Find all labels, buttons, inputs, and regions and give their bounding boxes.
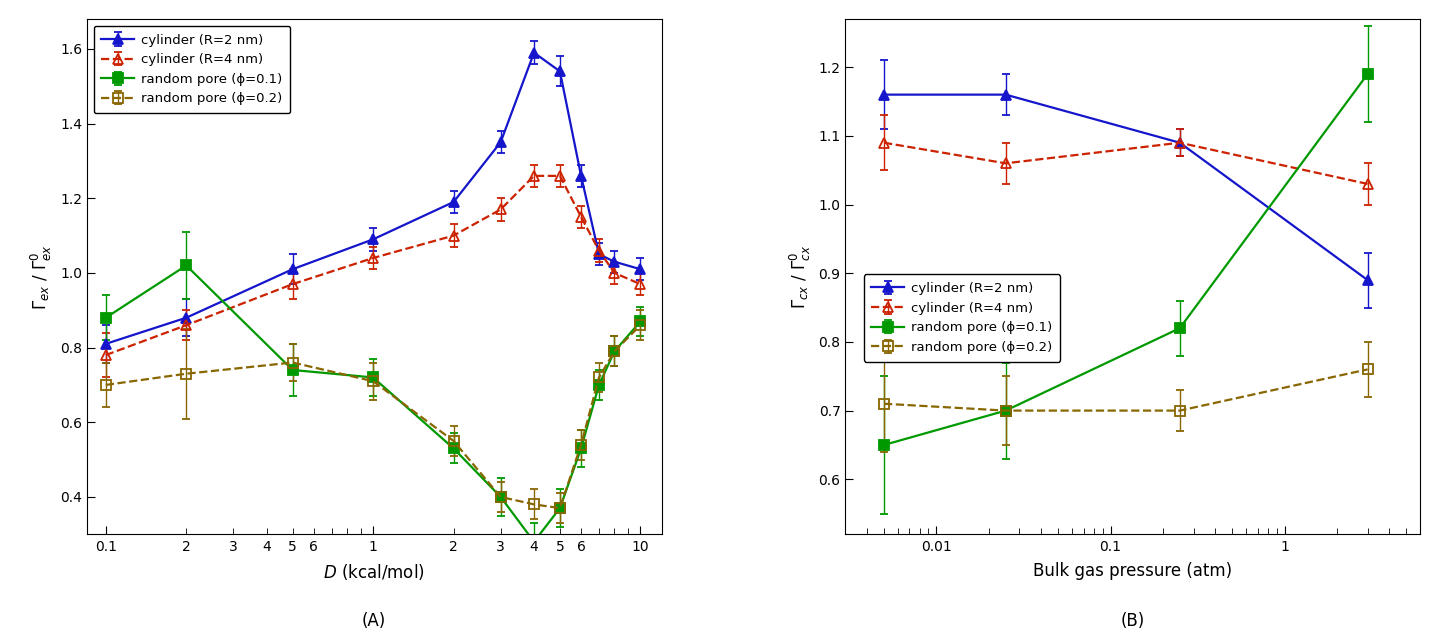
X-axis label: Bulk gas pressure (atm): Bulk gas pressure (atm) bbox=[1033, 562, 1232, 580]
Y-axis label: $\Gamma_{cx}$ / $\Gamma_{cx}^0$: $\Gamma_{cx}$ / $\Gamma_{cx}^0$ bbox=[788, 245, 813, 308]
Text: (A): (A) bbox=[362, 611, 387, 630]
Legend: cylinder (R=2 nm), cylinder (R=4 nm), random pore (ϕ=0.1), random pore (ϕ=0.2): cylinder (R=2 nm), cylinder (R=4 nm), ra… bbox=[94, 25, 290, 113]
X-axis label: $D$ (kcal/mol): $D$ (kcal/mol) bbox=[323, 562, 425, 582]
Legend: cylinder (R=2 nm), cylinder (R=4 nm), random pore (ϕ=0.1), random pore (ϕ=0.2): cylinder (R=2 nm), cylinder (R=4 nm), ra… bbox=[864, 274, 1061, 362]
Y-axis label: $\Gamma_{ex}$ / $\Gamma_{ex}^0$: $\Gamma_{ex}$ / $\Gamma_{ex}^0$ bbox=[29, 244, 55, 310]
Text: (B): (B) bbox=[1120, 611, 1145, 630]
